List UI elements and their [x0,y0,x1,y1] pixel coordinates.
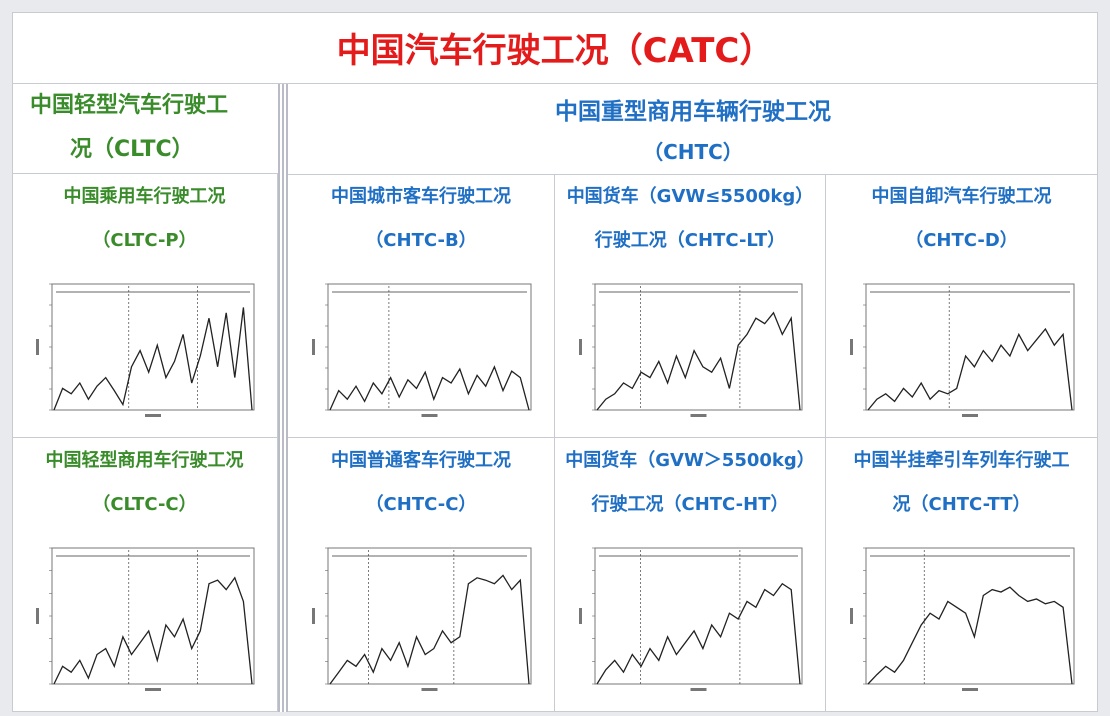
plot-frame [594,283,803,411]
column-divider [278,84,288,712]
x-axis-label-mark [962,688,978,691]
speed-time-chart [850,547,1075,691]
plot-frame [327,283,532,411]
cycle-code: （CHTC-C） [365,494,477,515]
watermark-overlay [748,636,1088,676]
y-axis-label-mark [36,339,39,355]
plot-frame [865,283,1075,411]
speed-time-chart [312,547,532,691]
cycle-name: 中国城市客车行驶工况 [331,186,511,207]
speed-trace [596,311,801,411]
speed-time-chart [579,283,803,417]
speed-trace [329,365,530,411]
speed-time-chart [312,283,532,417]
cycle-name: 中国货车（GVW＞5500kg） [565,450,815,471]
cycle-code: 况（CHTC-TT） [892,494,1031,515]
light-header-line1: 中国轻型汽车行驶工 [30,93,229,118]
x-axis-label-mark [690,688,707,691]
plot-frame [51,283,255,411]
x-axis-label-mark [145,688,161,691]
cycle-cell: 中国乘用车行驶工况 （CLTC-P） [12,174,278,438]
cycle-code: （CHTC-D） [905,230,1018,251]
cycle-cell: 中国轻型商用车行驶工况 （CLTC-C） [12,438,278,712]
speed-time-chart [36,547,255,691]
cycle-cell: 中国普通客车行驶工况 （CHTC-C） [288,438,555,712]
cycle-cell: 中国半挂牵引车列车行驶工 况（CHTC-TT） [826,438,1098,712]
cycle-name: 中国普通客车行驶工况 [331,450,511,471]
cycle-name: 中国货车（GVW≤5500kg） [566,186,814,207]
cycle-name: 中国轻型商用车行驶工况 [45,450,244,471]
y-axis-label-mark [579,608,582,624]
heavy-header-line1: 中国重型商用车辆行驶工况 [555,99,831,125]
cycle-code: （CLTC-P） [92,230,197,251]
speed-trace [867,327,1073,411]
heavy-vehicle-header: 中国重型商用车辆行驶工况 （CHTC） [288,84,1098,175]
speed-trace [53,307,253,411]
cycle-cell: 中国货车（GVW＞5500kg） 行驶工况（CHTC-HT） [555,438,826,712]
cycle-name: 中国乘用车行驶工况 [63,186,226,207]
cycle-cell: 中国货车（GVW≤5500kg） 行驶工况（CHTC-LT） [555,174,826,438]
speed-trace [867,586,1073,685]
cycle-code: 行驶工况（CHTC-LT） [594,230,786,251]
heavy-header-line2: （CHTC） [643,140,743,164]
page-title: 中国汽车行驶工况（CATC） [12,12,1098,84]
light-header-line2: 况（CLTC） [70,137,194,162]
speed-trace [596,582,801,685]
speed-time-chart [36,283,255,417]
x-axis-label-mark [421,688,438,691]
cycle-name: 中国自卸汽车行驶工况 [871,186,1052,207]
x-axis-label-mark [690,414,707,417]
speed-time-chart [850,283,1075,417]
speed-time-chart [579,547,803,691]
light-vehicle-header: 中国轻型汽车行驶工 况（CLTC） [12,84,278,174]
cycle-code: （CHTC-B） [365,230,477,251]
plot-frame [327,547,532,685]
y-axis-label-mark [312,339,315,355]
cycle-cell: 中国自卸汽车行驶工况 （CHTC-D） [826,174,1098,438]
cycle-code: 行驶工况（CHTC-HT） [591,494,789,515]
y-axis-label-mark [850,339,853,355]
plot-frame [51,547,255,685]
y-axis-label-mark [850,608,853,624]
cycle-name: 中国半挂牵引车列车行驶工 [853,450,1070,471]
y-axis-label-mark [312,608,315,624]
speed-trace [329,574,530,685]
y-axis-label-mark [36,608,39,624]
y-axis-label-mark [579,339,582,355]
cycle-cell: 中国城市客车行驶工况 （CHTC-B） [288,174,555,438]
x-axis-label-mark [962,414,978,417]
plot-frame [865,547,1075,685]
x-axis-label-mark [421,414,438,417]
speed-trace [53,576,253,685]
cycle-code: （CLTC-C） [92,494,197,515]
x-axis-label-mark [145,414,161,417]
